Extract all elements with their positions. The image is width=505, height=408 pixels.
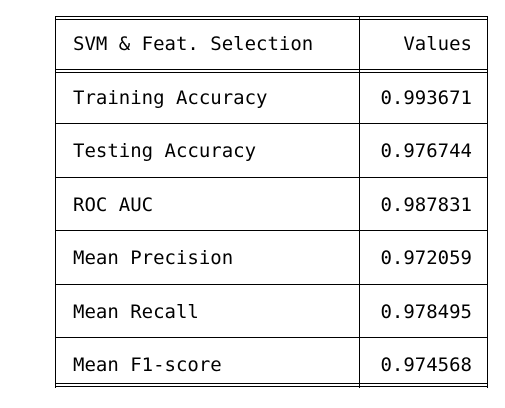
row-metric-value: 0.976744 (380, 140, 472, 162)
row-metric-label: Testing Accuracy (73, 140, 257, 162)
row-separator (56, 177, 487, 178)
header-metric-label: SVM & Feat. Selection (73, 33, 314, 55)
metrics-table: SVM & Feat. Selection Values Training Ac… (55, 16, 488, 388)
row-metric-value: 0.972059 (380, 247, 472, 269)
row-metric-value: 0.974568 (380, 354, 472, 376)
row-separator (56, 123, 487, 124)
row-metric-label: Mean F1-score (73, 354, 222, 376)
row-metric-label: Training Accuracy (73, 87, 268, 109)
table-top-border (56, 16, 487, 20)
header-value-label: Values (403, 33, 472, 55)
row-separator (56, 337, 487, 338)
row-separator (56, 284, 487, 285)
table-bottom-border (56, 383, 487, 387)
column-divider (359, 16, 360, 388)
row-metric-value: 0.993671 (380, 87, 472, 109)
row-separator (56, 230, 487, 231)
row-metric-value: 0.987831 (380, 194, 472, 216)
row-metric-label: Mean Recall (73, 301, 199, 323)
row-metric-label: Mean Precision (73, 247, 234, 269)
header-separator (56, 69, 487, 73)
row-metric-label: ROC AUC (73, 194, 154, 216)
row-metric-value: 0.978495 (380, 301, 472, 323)
